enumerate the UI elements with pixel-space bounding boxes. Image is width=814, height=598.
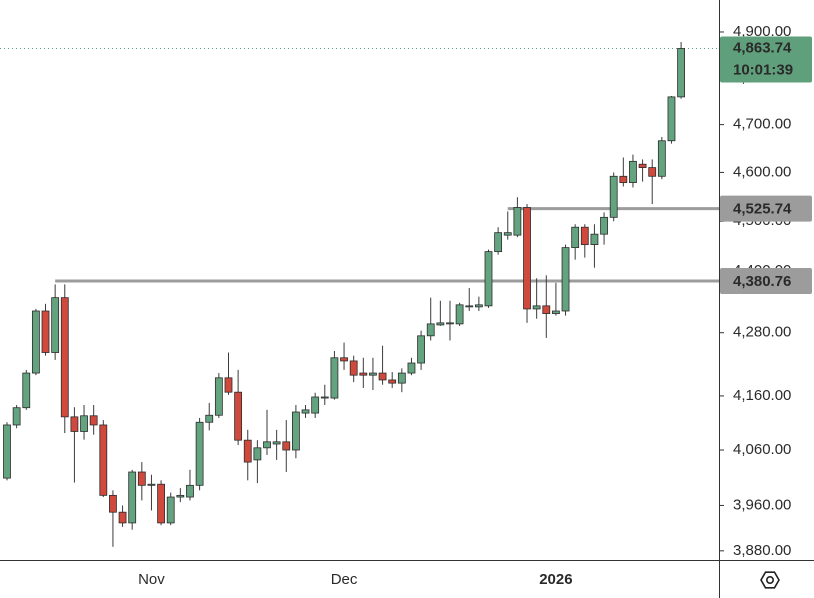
candle-body [147, 483, 156, 486]
candle-body [291, 411, 300, 451]
candle-body [157, 483, 165, 524]
candle-body [532, 305, 541, 310]
candle-body [137, 471, 146, 486]
candle-body [340, 357, 348, 362]
candle-body [455, 304, 464, 325]
candle-body [494, 232, 503, 253]
candle-body [12, 407, 21, 426]
y-tick-label: 4,700.00 [733, 116, 791, 133]
candle-body [253, 447, 262, 461]
candle-body [80, 415, 88, 432]
y-tick-label: 4,280.00 [733, 324, 791, 341]
candle-body [523, 207, 531, 310]
settings-hexagon[interactable] [760, 571, 780, 589]
candle-body [214, 377, 223, 416]
candle-body [609, 175, 618, 218]
candle-body [89, 415, 98, 426]
candle-body [330, 357, 339, 399]
candle-body [407, 362, 416, 374]
x-tick-label: 2026 [539, 571, 572, 588]
candle-body [580, 226, 589, 246]
last-price-label: 4,863.74 [733, 39, 792, 56]
candle-body [349, 360, 358, 376]
candle-body [311, 396, 320, 414]
candle-body [31, 310, 40, 374]
candle-body [561, 247, 570, 312]
candle-body [484, 251, 493, 307]
y-tick-label: 3,960.00 [733, 496, 791, 513]
candle-body [41, 310, 50, 353]
candle-body [195, 421, 204, 486]
candle-body [109, 494, 117, 513]
candle-body [234, 391, 243, 441]
candle-body [629, 160, 637, 183]
candle-body [243, 439, 252, 463]
candle-body [263, 441, 271, 449]
candle-body [552, 310, 560, 314]
y-tick-label: 4,160.00 [733, 387, 791, 404]
candle-body [99, 424, 108, 496]
candle-body [465, 305, 474, 308]
candle-body [513, 207, 522, 236]
x-tick-label: Nov [138, 571, 165, 588]
y-tick-label: 4,900.00 [733, 23, 791, 40]
candle-body [446, 322, 454, 325]
level-label-box [720, 195, 812, 222]
candle-body [369, 372, 377, 376]
candle-body [70, 416, 79, 432]
candle-body [590, 233, 599, 246]
candle-body [22, 372, 31, 409]
candle-body [619, 175, 628, 183]
candle-body [176, 494, 185, 498]
candle-body [388, 379, 397, 384]
candle-body [474, 304, 483, 308]
candle-body [118, 511, 127, 524]
candle-body [359, 372, 368, 376]
candle-body [677, 48, 685, 98]
level-label: 4,525.74 [733, 201, 792, 218]
settings-dot[interactable] [765, 575, 775, 585]
candle-body [542, 305, 551, 314]
candle-body [503, 232, 512, 236]
candle-body [186, 484, 194, 498]
candle-body [224, 377, 233, 393]
candle-body [166, 496, 175, 524]
settings-icon[interactable] [760, 571, 780, 589]
candle-body [301, 409, 310, 414]
candle-body [3, 424, 11, 479]
candle-body [600, 216, 608, 235]
candle-body [397, 372, 406, 384]
candle-body [51, 297, 60, 353]
last-price-box [720, 36, 812, 83]
level-label: 4,380.76 [733, 273, 791, 290]
candle-body [282, 441, 291, 451]
level-label-box [720, 267, 812, 294]
candle-body [648, 167, 657, 177]
candle-body [378, 372, 387, 381]
y-tick-label: 4,600.00 [733, 163, 791, 180]
candle-body [320, 396, 329, 399]
candle-body [272, 441, 281, 445]
x-tick-label: Dec [331, 571, 358, 588]
y-tick-label: 3,880.00 [733, 542, 791, 559]
candle-body [657, 140, 666, 177]
candle-body [667, 96, 676, 142]
candle-body [205, 414, 214, 423]
candle-body [436, 322, 445, 326]
candle-body [426, 323, 435, 337]
candle-body [638, 163, 647, 168]
countdown-label: 10:01:39 [733, 61, 793, 78]
candle-body [60, 297, 69, 418]
y-tick-label: 4,060.00 [733, 441, 791, 458]
candle-body [417, 335, 425, 364]
candle-body [128, 471, 137, 524]
candle-body [571, 226, 580, 249]
